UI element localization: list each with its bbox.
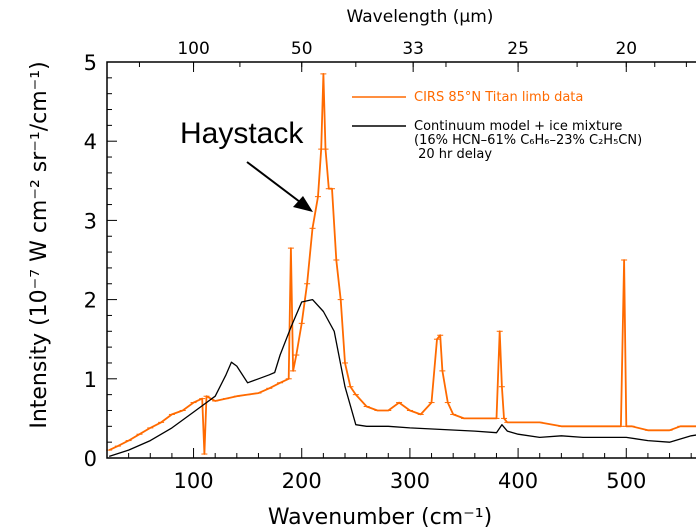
top-axis-title: Wavelength (μm) bbox=[347, 7, 494, 27]
haystack-label: Haystack bbox=[180, 117, 304, 150]
top-tick-label: 33 bbox=[402, 39, 424, 59]
y-tick-label: 5 bbox=[84, 51, 97, 75]
legend-label-model-line3: 20 hr delay bbox=[414, 147, 492, 162]
y-tick-label: 1 bbox=[84, 368, 97, 392]
x-axis-title: Wavenumber (cm⁻¹) bbox=[268, 505, 492, 530]
y-axis-ticks: 0 1 2 3 4 5 bbox=[84, 51, 117, 471]
x-tick-label: 500 bbox=[606, 469, 646, 493]
top-wavelength-axis: 100 50 33 25 20 bbox=[138, 39, 687, 72]
haystack-arrow-head bbox=[293, 196, 313, 212]
x-tick-label: 200 bbox=[282, 469, 322, 493]
y-tick-label: 3 bbox=[84, 209, 97, 233]
haystack-arrow-shaft bbox=[246, 161, 301, 203]
legend: CIRS 85°N Titan limb data Continuum mode… bbox=[352, 90, 642, 162]
x-tick-label: 300 bbox=[390, 469, 430, 493]
legend-label-model-line2: (16% HCN–61% C₆H₆–23% C₂H₅CN) bbox=[414, 133, 642, 148]
top-tick-label: 25 bbox=[507, 39, 529, 59]
y-tick-label: 0 bbox=[84, 447, 97, 471]
annotation: Haystack bbox=[180, 117, 313, 212]
y-tick-label: 4 bbox=[84, 130, 97, 154]
y-tick-label: 2 bbox=[84, 289, 97, 313]
x-axis-ticks: 100 200 300 400 500 bbox=[128, 448, 692, 493]
series-group bbox=[106, 73, 696, 458]
top-tick-label: 50 bbox=[291, 39, 313, 59]
y-axis-title: Intensity (10⁻⁷ W cm⁻² sr⁻¹/cm⁻¹) bbox=[27, 61, 52, 428]
top-tick-label: 100 bbox=[177, 39, 209, 59]
series-line-model bbox=[108, 298, 696, 458]
x-tick-label: 400 bbox=[498, 469, 538, 493]
x-tick-label: 100 bbox=[173, 469, 213, 493]
top-tick-label: 20 bbox=[615, 39, 637, 59]
legend-label-cirs: CIRS 85°N Titan limb data bbox=[414, 90, 583, 105]
plot-frame bbox=[106, 61, 696, 459]
legend-label-model-line1: Continuum model + ice mixture bbox=[414, 119, 622, 134]
series-line-cirs bbox=[108, 73, 696, 455]
